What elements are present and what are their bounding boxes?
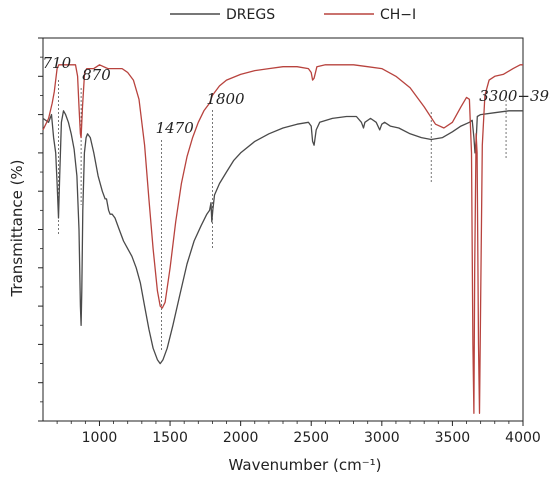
x-axis: 1000 1500 2000 2500 3000 3500 4000 xyxy=(56,421,541,446)
series-line-dregs xyxy=(42,110,523,365)
annotation-label: 3300−3900 xyxy=(479,87,550,105)
x-tick-label: 3000 xyxy=(364,430,400,446)
x-tick-label: 1000 xyxy=(82,430,118,446)
x-tick-label: 1500 xyxy=(152,430,188,446)
x-tick-label: 2500 xyxy=(293,430,329,446)
annotation-label: 710 xyxy=(43,54,72,72)
annotation-label: 870 xyxy=(82,66,111,84)
series-layer xyxy=(42,64,523,414)
x-axis-title: Wavenumber (cm⁻¹) xyxy=(229,456,382,474)
x-tick-label: 4000 xyxy=(505,430,541,446)
legend-label-dregs: DREGS xyxy=(226,7,275,23)
legend: DREGS CH−I xyxy=(170,7,416,23)
annotation-labels: 710 870 1470 1800 3300−3900 xyxy=(43,54,550,137)
series-line-ch-i xyxy=(42,64,523,414)
annotation-lines xyxy=(58,80,507,350)
x-tick-label: 3500 xyxy=(435,430,471,446)
annotation-label: 1470 xyxy=(156,119,195,137)
plot-frame xyxy=(42,37,524,422)
x-tick-label: 2000 xyxy=(223,430,259,446)
legend-label-ch-i: CH−I xyxy=(380,7,416,23)
annotation-label: 1800 xyxy=(206,90,245,108)
y-axis xyxy=(38,37,43,422)
y-axis-title: Transmittance (%) xyxy=(8,159,26,297)
